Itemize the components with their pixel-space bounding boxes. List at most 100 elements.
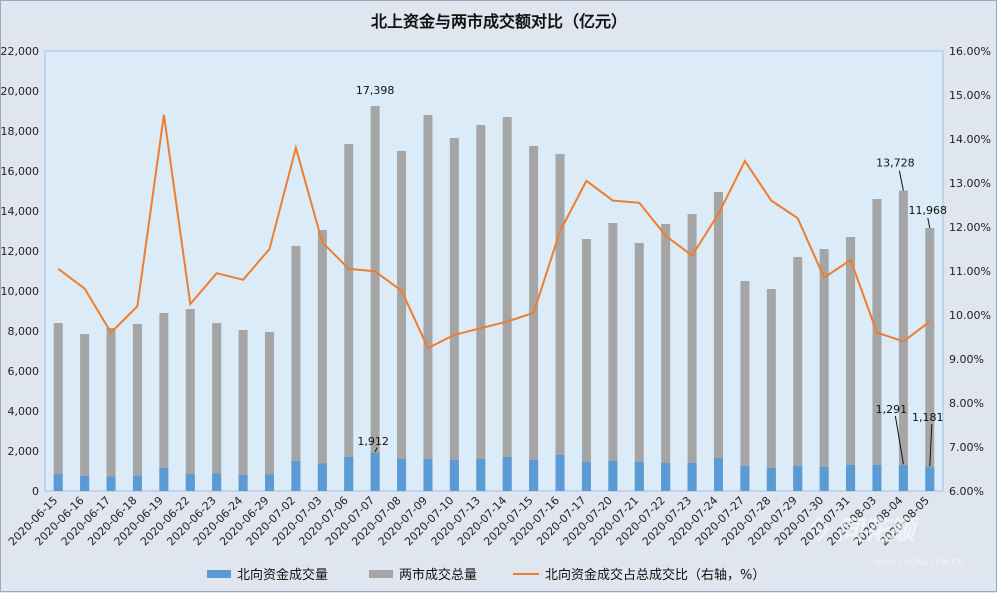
bars-group: [53, 106, 935, 491]
data-label-total-2020-07-07: 17,398: [356, 84, 395, 97]
data-label-leader-2020-08-05: [929, 423, 933, 467]
data-label-total-2020-08-04: 13,728: [876, 157, 915, 170]
y-right-tick-label: 10.00%: [949, 309, 991, 322]
data-label-leader-2020-07-07: [374, 447, 378, 452]
bar-total-2020-07-21: [634, 243, 644, 491]
bar-total-2020-07-17: [581, 239, 591, 491]
bar-total-2020-07-13: [476, 125, 486, 491]
legend-swatch-total: [369, 570, 393, 578]
data-label-leader-total-2020-08-04: [898, 170, 904, 191]
bar-total-2020-07-27: [740, 281, 750, 491]
bar-total-2020-07-24: [714, 192, 723, 491]
bar-total-2020-06-29: [265, 332, 274, 491]
y-right-tick-label: 6.00%: [949, 485, 984, 498]
bar-northbound-2020-07-09: [423, 459, 433, 491]
bar-total-2020-07-31: [846, 237, 856, 491]
bar-northbound-2020-06-17: [106, 476, 116, 491]
y-left-tick-label: 18,000: [1, 125, 39, 138]
data-label-leader-total2-2020-08-05: [927, 217, 931, 229]
bar-total-2020-07-03: [317, 230, 327, 491]
bar-northbound-2020-06-16: [80, 476, 90, 491]
y-right-tick-label: 14.00%: [949, 133, 991, 146]
bar-northbound-2020-07-27: [740, 466, 750, 491]
bar-northbound-2020-07-10: [449, 460, 459, 491]
data-label-leader-2020-08-04: [894, 415, 904, 465]
bar-total-2020-07-08: [397, 151, 407, 491]
watermark: 同花顺 WWW.10JQKA.COM.CN: [808, 516, 963, 567]
y-left-tick-label: 16,000: [1, 165, 39, 178]
bar-northbound-2020-07-21: [634, 462, 644, 491]
bar-northbound-2020-06-18: [132, 475, 142, 491]
data-label-northbound-2020-07-07: 1,912: [357, 435, 389, 448]
bar-total-2020-06-22: [185, 309, 195, 491]
legend-swatch-northbound: [207, 570, 231, 578]
bar-northbound-2020-07-16: [555, 455, 565, 491]
y-left-tick-label: 22,000: [1, 45, 39, 58]
bar-northbound-2020-07-08: [397, 459, 407, 491]
y-left-tick-label: 20,000: [1, 85, 39, 98]
legend: 北向资金成交量 两市成交总量 北向资金成交占总成交比（右轴，%）: [207, 567, 765, 583]
bar-northbound-2020-08-03: [872, 465, 882, 491]
bar-total-2020-06-18: [132, 324, 142, 491]
bar-total-2020-06-15: [53, 323, 63, 491]
data-label-northbound-2020-08-05: 1,181: [912, 411, 944, 424]
bar-total-2020-06-19: [159, 313, 169, 491]
watermark-text: 同花顺: [837, 516, 920, 546]
bar-northbound-2020-07-20: [608, 461, 618, 491]
bar-total-2020-07-06: [344, 144, 354, 491]
bar-total-2020-08-03: [872, 199, 882, 491]
legend-label-total: 两市成交总量: [399, 567, 477, 583]
bar-northbound-2020-08-05: [925, 467, 935, 491]
bar-northbound-2020-07-17: [581, 462, 591, 491]
bar-northbound-2020-07-03: [317, 463, 327, 491]
bar-total-2020-07-28: [766, 289, 776, 491]
bar-northbound-2020-06-15: [53, 474, 63, 491]
y-left-tick-label: 0: [32, 485, 39, 498]
bar-total-2020-07-07: [370, 106, 380, 491]
bar-northbound-2020-06-22: [185, 474, 195, 491]
bar-total-2020-07-10: [449, 138, 459, 491]
bar-northbound-2020-06-23: [212, 473, 222, 491]
bar-northbound-2020-07-15: [529, 460, 539, 491]
bar-northbound-2020-07-30: [819, 467, 829, 491]
bar-total-2020-07-09: [423, 115, 433, 491]
bar-northbound-2020-06-19: [159, 468, 169, 491]
bar-northbound-2020-06-24: [238, 475, 248, 491]
bar-northbound-2020-07-23: [687, 463, 697, 491]
data-label-total-2020-08-05: 11,968: [909, 204, 948, 217]
bar-total-2020-07-23: [687, 214, 697, 491]
data-label-northbound-2020-08-04: 1,291: [876, 403, 908, 416]
line-group: [57, 114, 931, 350]
bar-northbound-2020-07-07: [370, 452, 380, 491]
annotations-group: 17,398 1,912 13,728 11,968 1,291 1,181: [356, 84, 948, 467]
bar-northbound-2020-07-29: [793, 466, 803, 491]
y-right-tick-label: 9.00%: [949, 353, 984, 366]
bar-total-2020-07-30: [819, 249, 829, 491]
y-left-tick-label: 12,000: [1, 245, 39, 258]
bar-northbound-2020-07-22: [661, 463, 671, 491]
y-right-tick-label: 16.00%: [949, 45, 991, 58]
bar-northbound-2020-07-28: [766, 468, 776, 491]
bar-total-2020-07-22: [661, 224, 671, 491]
axes-group: 0 2,000 4,000 6,000 8,000 10,000 12,000 14,000 1…: [1, 45, 991, 548]
bar-northbound-2020-06-29: [265, 474, 274, 491]
y-right-tick-label: 15.00%: [949, 89, 991, 102]
legend-label-northbound: 北向资金成交量: [237, 567, 328, 583]
line-ratio-series: [57, 114, 931, 350]
y-left-tick-label: 4,000: [8, 405, 40, 418]
bar-total-2020-07-02: [291, 246, 301, 491]
y-right-tick-label: 13.00%: [949, 177, 991, 190]
bar-northbound-2020-07-06: [344, 457, 354, 491]
y-right-tick-label: 8.00%: [949, 397, 984, 410]
bar-total-2020-06-24: [238, 330, 248, 491]
watermark-subtext: WWW.10JQKA.COM.CN: [873, 558, 963, 567]
legend-label-ratio: 北向资金成交占总成交比（右轴，%）: [545, 567, 765, 583]
bar-northbound-2020-07-31: [846, 465, 856, 491]
y-right-tick-label: 7.00%: [949, 441, 984, 454]
bar-total-2020-07-14: [502, 117, 512, 491]
y-right-tick-label: 11.00%: [949, 265, 991, 278]
bar-northbound-2020-08-04: [898, 465, 908, 491]
bar-total-2020-06-16: [80, 334, 90, 491]
